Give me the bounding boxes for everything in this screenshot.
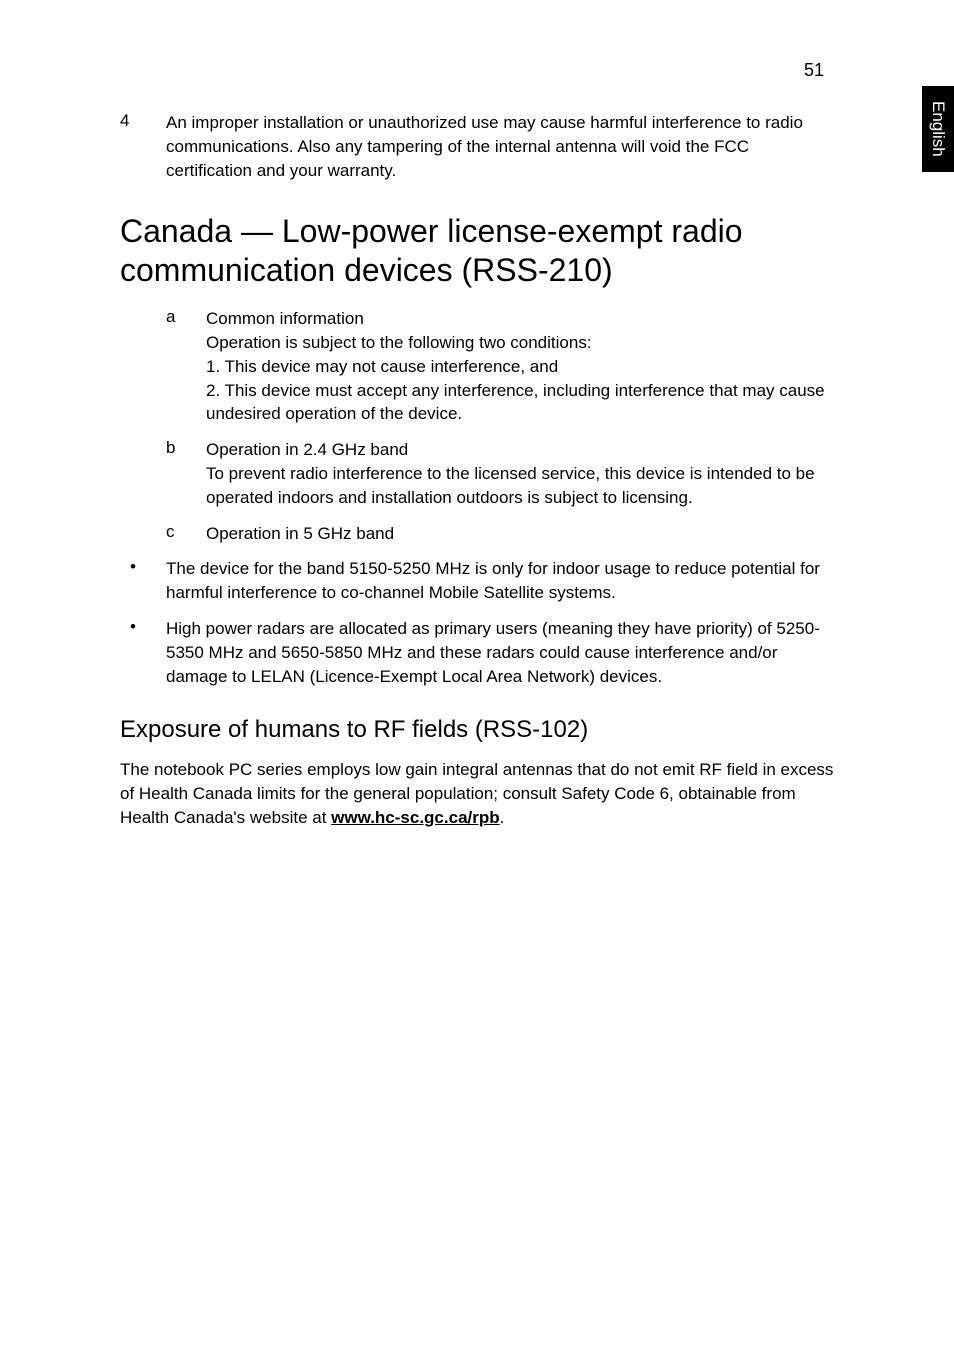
- item-number: 4: [120, 111, 166, 182]
- bullet-text: The device for the band 5150-5250 MHz is…: [166, 557, 834, 605]
- section-heading: Canada — Low-power license-exempt radio …: [120, 212, 834, 289]
- item-text: An improper installation or unauthorized…: [166, 111, 834, 182]
- text-line: 1. This device may not cause interferenc…: [206, 355, 834, 379]
- numbered-item-4: 4 An improper installation or unauthoriz…: [120, 111, 834, 182]
- text-line: To prevent radio interference to the lic…: [206, 462, 834, 510]
- bullet-item: • High power radars are allocated as pri…: [120, 617, 834, 688]
- letter-list: a Common information Operation is subjec…: [166, 307, 834, 545]
- letter-item-b: b Operation in 2.4 GHz band To prevent r…: [166, 438, 834, 509]
- letter-item-a: a Common information Operation is subjec…: [166, 307, 834, 426]
- text-line: Operation is subject to the following tw…: [206, 331, 834, 355]
- subsection-heading: Exposure of humans to RF fields (RSS-102…: [120, 716, 834, 744]
- language-tab: English: [922, 86, 954, 172]
- letter-label: a: [166, 307, 206, 426]
- text-line: 2. This device must accept any interfere…: [206, 379, 834, 427]
- closing-paragraph: The notebook PC series employs low gain …: [120, 758, 834, 829]
- letter-item-c: c Operation in 5 GHz band: [166, 522, 834, 546]
- bullet-list: • The device for the band 5150-5250 MHz …: [120, 557, 834, 688]
- closing-text-after: .: [500, 808, 505, 827]
- letter-content: Common information Operation is subject …: [206, 307, 834, 426]
- letter-content: Operation in 5 GHz band: [206, 522, 834, 546]
- letter-content: Operation in 2.4 GHz band To prevent rad…: [206, 438, 834, 509]
- page-number: 51: [120, 60, 834, 81]
- text-line: Operation in 2.4 GHz band: [206, 438, 834, 462]
- text-line: Common information: [206, 307, 834, 331]
- bullet-item: • The device for the band 5150-5250 MHz …: [120, 557, 834, 605]
- closing-link[interactable]: www.hc-sc.gc.ca/rpb: [331, 808, 499, 827]
- bullet-glyph: •: [120, 557, 166, 605]
- page-content: 51 4 An improper installation or unautho…: [0, 0, 954, 904]
- bullet-glyph: •: [120, 617, 166, 688]
- letter-label: c: [166, 522, 206, 546]
- letter-label: b: [166, 438, 206, 509]
- text-line: Operation in 5 GHz band: [206, 522, 834, 546]
- bullet-text: High power radars are allocated as prima…: [166, 617, 834, 688]
